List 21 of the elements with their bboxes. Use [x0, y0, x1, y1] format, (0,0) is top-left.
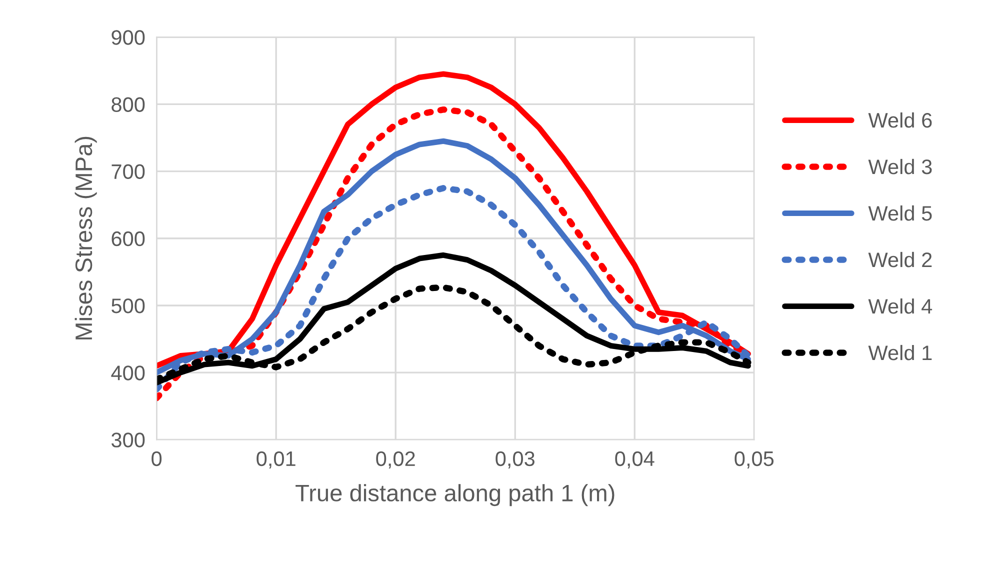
x-tick-label: 0,04 [615, 451, 654, 469]
y-tick-label: 500 [112, 298, 145, 314]
y-tick-label: 400 [111, 366, 145, 380]
y-tick-label: 300 [112, 432, 145, 448]
legend-label: Weld 4 [868, 298, 932, 314]
legend-label: Weld 2 [868, 252, 932, 268]
y-tick-label: 900 [112, 30, 145, 45]
x-axis-title: True distance along path 1 (m) [296, 484, 614, 506]
y-tick-label: 600 [112, 231, 145, 246]
x-tick-label: 0,02 [376, 451, 415, 469]
x-tick-label: 0,01 [256, 451, 296, 469]
y-axis-title: Mises Stress (MPa) [74, 136, 97, 340]
y-tick-label: 800 [112, 97, 145, 112]
x-tick-label: 0,03 [496, 451, 534, 469]
legend-label: Weld 6 [868, 112, 932, 128]
legend-label: Weld 5 [868, 205, 932, 221]
x-tick-label: 0 [152, 451, 162, 466]
legend-label: Weld 3 [868, 158, 932, 174]
legend-label: Weld 1 [868, 344, 932, 360]
x-tick-label: 0,05 [734, 451, 774, 469]
y-tick-label: 700 [112, 164, 145, 180]
